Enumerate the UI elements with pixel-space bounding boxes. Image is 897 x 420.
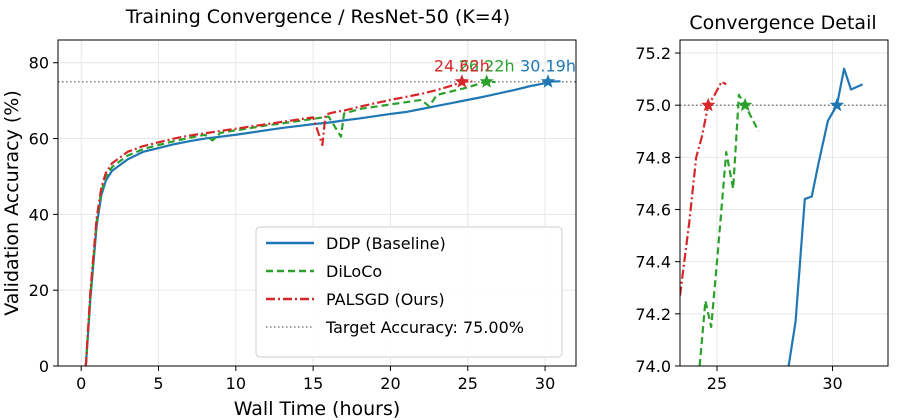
main-x-axis-label: Wall Time (hours) xyxy=(234,398,401,420)
main-marker-label-ddp-baseline: 30.19h xyxy=(520,57,576,76)
detail-series-diloco xyxy=(698,93,760,366)
detail-x-tick-label: 30 xyxy=(822,374,842,393)
detail-x-tick-label: 25 xyxy=(707,374,727,393)
main-series-palsgd-ours xyxy=(84,80,473,367)
main-x-tick-label: 20 xyxy=(380,374,400,393)
detail-y-ticks: 74.0 74.2 74.4 74.6 74.8 75.0 75.2 xyxy=(635,44,680,376)
main-x-ticks: 0 5 10 15 20 25 30 xyxy=(76,366,555,393)
detail-markers xyxy=(701,97,845,112)
main-x-tick-label: 15 xyxy=(303,374,323,393)
main-series-diloco xyxy=(84,80,496,367)
main-series-ddp-baseline xyxy=(84,80,561,367)
detail-y-tick-label: 74.8 xyxy=(635,148,671,167)
detail-y-tick-label: 75.2 xyxy=(635,44,671,63)
main-series xyxy=(84,80,561,367)
detail-x-ticks: 25 30 xyxy=(707,366,843,393)
main-chart: Training Convergence / ResNet-50 (K=4) 3… xyxy=(1,6,577,420)
main-y-ticks: 0 20 40 60 80 xyxy=(29,54,58,376)
main-x-tick-label: 5 xyxy=(153,374,163,393)
main-title: Training Convergence / ResNet-50 (K=4) xyxy=(125,6,510,28)
detail-plot-frame xyxy=(679,39,889,367)
legend-label-palsgd: PALSGD (Ours) xyxy=(326,290,445,309)
detail-y-tick-label: 75.0 xyxy=(635,96,671,115)
detail-series-ddp-baseline xyxy=(787,67,864,366)
detail-y-tick-label: 74.0 xyxy=(635,357,671,376)
legend-label-ddp: DDP (Baseline) xyxy=(326,234,446,253)
main-y-tick-label: 0 xyxy=(39,357,49,376)
main-marker-label-diloco: 26.22h xyxy=(459,57,515,76)
main-marker-diloco xyxy=(479,74,494,88)
main-x-tick-label: 25 xyxy=(458,374,478,393)
main-markers xyxy=(454,74,556,88)
detail-chart: Convergence Detail 25 30 74.0 74.2 74.4 74.6… xyxy=(635,12,889,393)
detail-title: Convergence Detail xyxy=(689,12,876,34)
main-marker-palsgd-ours xyxy=(454,74,470,88)
legend-box xyxy=(255,226,563,358)
detail-series xyxy=(680,67,864,366)
main-marker-label-palsgd-ours: 24.62h xyxy=(434,57,490,76)
detail-marker-ddp-baseline xyxy=(829,97,845,112)
main-x-tick-label: 10 xyxy=(226,374,246,393)
main-y-tick-label: 80 xyxy=(29,54,49,73)
detail-y-tick-label: 74.6 xyxy=(635,201,671,220)
detail-y-tick-label: 74.2 xyxy=(635,305,671,324)
detail-y-tick-label: 74.4 xyxy=(635,253,671,272)
main-plot-frame xyxy=(57,39,577,367)
legend: DDP (Baseline) DiLoCo PALSGD (Ours) Targ… xyxy=(255,226,563,358)
detail-marker-diloco xyxy=(738,97,753,112)
main-y-tick-label: 60 xyxy=(29,130,49,149)
main-x-tick-label: 0 xyxy=(76,374,86,393)
legend-label-target: Target Accuracy: 75.00% xyxy=(325,318,524,337)
detail-marker-palsgd-ours xyxy=(701,97,716,112)
main-marker-ddp-baseline xyxy=(540,74,556,88)
main-y-axis-label: Validation Accuracy (%) xyxy=(1,90,23,316)
main-x-tick-label: 30 xyxy=(535,374,555,393)
main-y-tick-label: 20 xyxy=(29,281,49,300)
main-y-tick-label: 40 xyxy=(29,205,49,224)
legend-label-diloco: DiLoCo xyxy=(326,262,382,281)
detail-series-palsgd-ours xyxy=(680,80,727,296)
